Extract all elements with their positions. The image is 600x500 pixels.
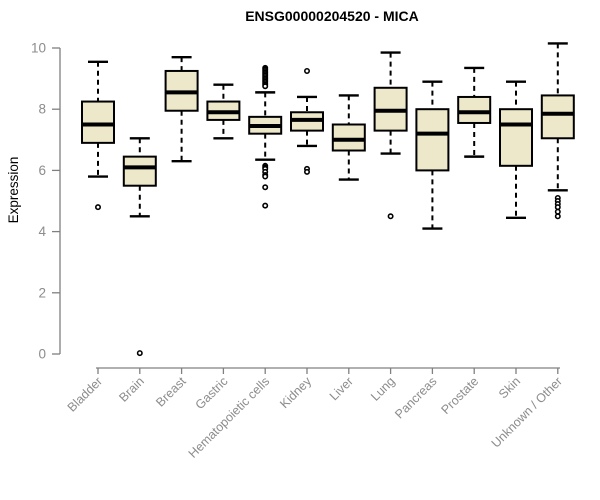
box-prostate (457, 66, 492, 158)
y-tick-label: 0 (38, 347, 46, 362)
y-tick-label: 2 (38, 285, 46, 300)
outlier-point (303, 168, 310, 175)
box-lung (373, 51, 408, 220)
iqr-box (415, 108, 450, 172)
outlier-point (554, 208, 561, 215)
x-category-label: Kidney (277, 374, 314, 411)
x-category-label: Unknown / Other (489, 374, 565, 450)
iqr-box (331, 123, 366, 152)
y-tick-label: 4 (38, 224, 46, 239)
outlier-point (136, 350, 143, 357)
x-category-label: Gastric (193, 374, 231, 412)
x-category-label: Pancreas (392, 374, 439, 421)
y-tick-label: 10 (31, 41, 46, 56)
box-breast (164, 55, 199, 163)
y-tick-label: 6 (38, 163, 46, 178)
box-kidney (290, 67, 324, 175)
iqr-box (122, 155, 157, 187)
outlier-point (303, 67, 310, 74)
y-tick-label: 8 (38, 102, 46, 117)
x-category-label: Liver (327, 374, 356, 403)
box-liver (331, 94, 366, 181)
outlier-point (95, 204, 102, 211)
iqr-box (457, 95, 492, 124)
box-gastric (206, 83, 241, 140)
outlier-point (262, 173, 269, 180)
box-hematopoietic-cells (248, 64, 283, 209)
x-category-label: Prostate (438, 374, 481, 417)
outlier-point (387, 213, 394, 220)
x-category-label: Bladder (65, 374, 105, 414)
iqr-box (499, 108, 533, 167)
box-unknown-other (540, 42, 575, 220)
x-category-label: Hematopoietic cells (186, 374, 273, 461)
x-category-label: Brain (116, 374, 147, 405)
box-pancreas (415, 80, 450, 230)
box-brain (122, 137, 157, 357)
chart-title: ENSG00000204520 - MICA (245, 8, 419, 24)
outlier-point (262, 184, 269, 191)
boxes-layer (81, 42, 575, 357)
x-category-label: Lung (368, 374, 398, 404)
box-bladder (81, 60, 115, 211)
x-category-label: Breast (153, 374, 189, 410)
y-axis-label: Expression (6, 157, 21, 224)
iqr-box (81, 100, 115, 144)
outlier-point (554, 204, 561, 211)
iqr-box (540, 94, 575, 140)
x-category-label: Skin (496, 374, 523, 401)
outlier-point (554, 213, 561, 220)
outlier-point (262, 83, 269, 90)
box-skin (499, 80, 533, 220)
outlier-point (262, 202, 269, 209)
